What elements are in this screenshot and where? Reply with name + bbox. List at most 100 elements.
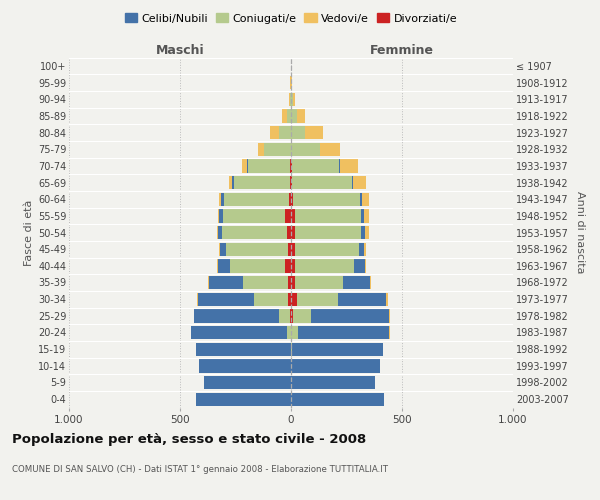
Bar [291, 276, 371, 289]
Bar [291, 292, 338, 306]
Bar [290, 176, 291, 189]
Bar [291, 259, 367, 272]
Bar [291, 209, 368, 222]
Bar [286, 209, 291, 222]
Bar [287, 276, 291, 289]
Bar [291, 292, 296, 306]
Bar [194, 309, 291, 322]
Bar [289, 92, 291, 106]
Bar [291, 309, 311, 322]
Bar [290, 159, 291, 172]
Bar [291, 276, 343, 289]
Text: COMUNE DI SAN SALVO (CH) - Dati ISTAT 1° gennaio 2008 - Elaborazione TUTTITALIA.: COMUNE DI SAN SALVO (CH) - Dati ISTAT 1°… [12, 466, 388, 474]
Bar [287, 109, 291, 122]
Bar [196, 342, 291, 356]
Bar [291, 292, 388, 306]
Bar [205, 376, 291, 389]
Bar [291, 392, 384, 406]
Bar [218, 209, 291, 222]
Bar [291, 126, 305, 139]
Bar [291, 309, 293, 322]
Bar [291, 242, 367, 256]
Bar [291, 76, 292, 89]
Bar [291, 209, 295, 222]
Bar [291, 109, 296, 122]
Y-axis label: Anni di nascita: Anni di nascita [575, 191, 586, 274]
Bar [291, 176, 353, 189]
Bar [196, 392, 291, 406]
Bar [291, 176, 292, 189]
Bar [291, 159, 339, 172]
Bar [265, 142, 291, 156]
Bar [232, 176, 291, 189]
Bar [196, 342, 291, 356]
Bar [291, 259, 295, 272]
Bar [291, 309, 389, 322]
Bar [291, 376, 376, 389]
Bar [199, 359, 291, 372]
Bar [291, 342, 383, 356]
Bar [279, 309, 291, 322]
Bar [219, 242, 291, 256]
Legend: Celibi/Nubili, Coniugati/e, Vedovi/e, Divorziati/e: Celibi/Nubili, Coniugati/e, Vedovi/e, Di… [121, 9, 461, 28]
Bar [291, 242, 295, 256]
Bar [289, 192, 291, 206]
Bar [217, 259, 291, 272]
Bar [258, 142, 291, 156]
Bar [254, 292, 291, 306]
Bar [205, 376, 291, 389]
Bar [291, 209, 364, 222]
Bar [209, 276, 291, 289]
Bar [290, 76, 291, 89]
Bar [287, 109, 291, 122]
Bar [291, 392, 384, 406]
Bar [291, 176, 352, 189]
Bar [291, 92, 293, 106]
Bar [235, 176, 291, 189]
Bar [291, 226, 295, 239]
Bar [222, 226, 291, 239]
Bar [223, 209, 291, 222]
Bar [287, 242, 291, 256]
Bar [242, 159, 291, 172]
Bar [279, 126, 291, 139]
Bar [291, 92, 293, 106]
Bar [291, 142, 340, 156]
Bar [291, 276, 370, 289]
Bar [291, 292, 386, 306]
Bar [282, 109, 291, 122]
Bar [224, 192, 291, 206]
Bar [291, 359, 380, 372]
Bar [191, 326, 291, 339]
Bar [291, 226, 368, 239]
Bar [279, 126, 291, 139]
Bar [291, 226, 361, 239]
Bar [243, 276, 291, 289]
Bar [219, 192, 291, 206]
Bar [291, 242, 359, 256]
Bar [291, 376, 376, 389]
Bar [291, 192, 293, 206]
Bar [248, 159, 291, 172]
Bar [291, 226, 365, 239]
Bar [291, 159, 340, 172]
Bar [291, 159, 292, 172]
Bar [197, 292, 291, 306]
Bar [291, 259, 365, 272]
Text: Femmine: Femmine [370, 44, 434, 57]
Bar [291, 209, 361, 222]
Bar [290, 309, 291, 322]
Bar [217, 226, 291, 239]
Text: Popolazione per età, sesso e stato civile - 2008: Popolazione per età, sesso e stato civil… [12, 432, 366, 446]
Bar [291, 242, 364, 256]
Bar [291, 142, 320, 156]
Text: Maschi: Maschi [155, 44, 205, 57]
Bar [247, 159, 291, 172]
Bar [199, 359, 291, 372]
Bar [290, 92, 291, 106]
Bar [229, 176, 291, 189]
Bar [291, 192, 368, 206]
Bar [291, 142, 320, 156]
Bar [198, 292, 291, 306]
Bar [265, 142, 291, 156]
